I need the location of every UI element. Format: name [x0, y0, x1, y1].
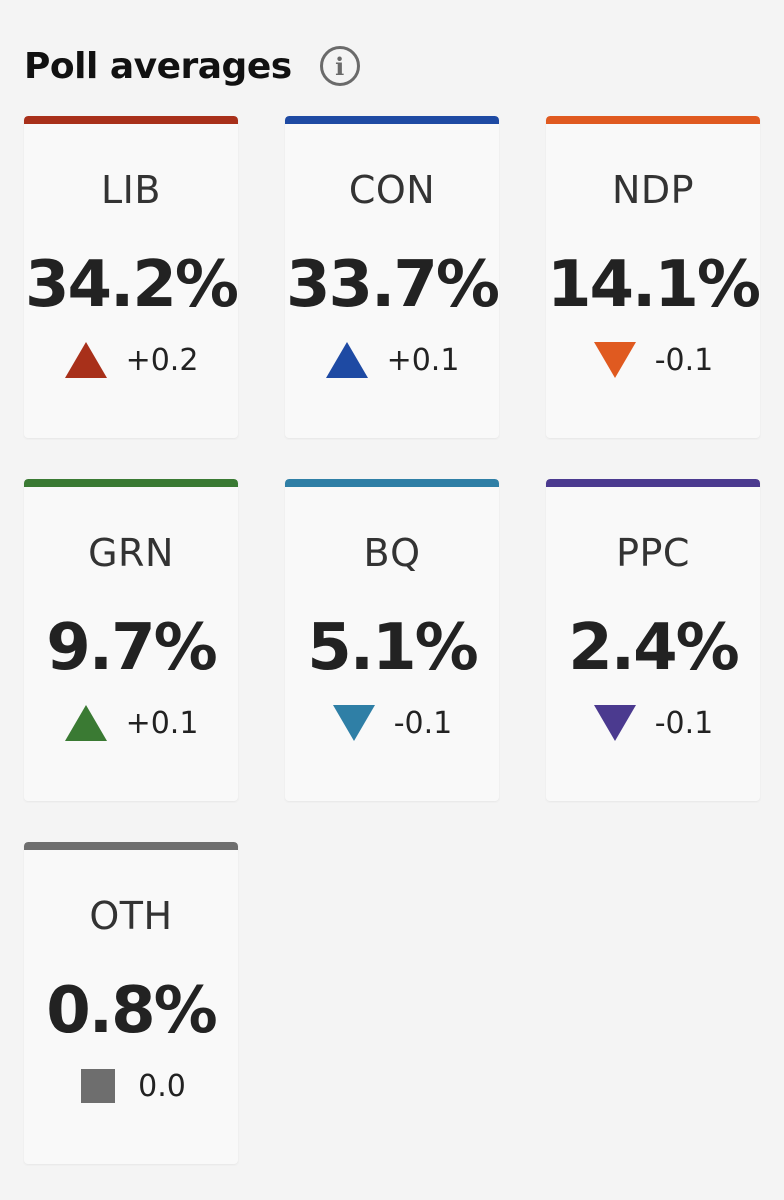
- party-card-lib: LIB 34.2% +0.2: [24, 116, 238, 438]
- party-color-bar: [24, 842, 238, 850]
- party-delta: +0.2: [125, 342, 199, 378]
- party-delta: -0.1: [393, 705, 453, 741]
- party-card-ppc: PPC 2.4% -0.1: [546, 479, 760, 801]
- party-card-grn: GRN 9.7% +0.1: [24, 479, 238, 801]
- party-percent: 0.8%: [46, 974, 218, 1048]
- triangle-down-icon: [593, 342, 636, 378]
- triangle-up-icon: [325, 342, 368, 378]
- party-percent: 33.7%: [285, 248, 499, 322]
- poll-card-grid: LIB 34.2% +0.2 CON 33.7% +0.1 NDP 14.1% …: [24, 116, 760, 1164]
- party-card-ndp: NDP 14.1% -0.1: [546, 116, 760, 438]
- party-color-bar: [546, 116, 760, 124]
- party-color-bar: [24, 116, 238, 124]
- party-card-bq: BQ 5.1% -0.1: [285, 479, 499, 801]
- party-percent: 2.4%: [568, 611, 740, 685]
- info-icon[interactable]: i: [319, 46, 360, 86]
- party-percent: 5.1%: [307, 611, 479, 685]
- party-card-oth: OTH 0.8% 0.0: [24, 842, 238, 1164]
- page-title: Poll averages: [24, 45, 292, 87]
- party-abbr: NDP: [611, 168, 695, 212]
- party-delta: 0.0: [138, 1068, 186, 1104]
- triangle-up-icon: [64, 342, 107, 378]
- party-percent: 34.2%: [24, 248, 238, 322]
- party-abbr: PPC: [616, 531, 690, 575]
- party-percent: 9.7%: [46, 611, 218, 685]
- party-change: +0.2: [24, 340, 238, 380]
- triangle-up-icon: [64, 705, 107, 741]
- party-change: 0.0: [24, 1066, 238, 1106]
- party-abbr: BQ: [363, 531, 421, 575]
- party-abbr: LIB: [101, 168, 161, 212]
- header: Poll averages i: [24, 40, 360, 92]
- party-color-bar: [24, 479, 238, 487]
- party-change: -0.1: [546, 703, 760, 743]
- party-abbr: CON: [348, 168, 436, 212]
- triangle-down-icon: [332, 705, 375, 741]
- party-color-bar: [285, 479, 499, 487]
- party-change: +0.1: [24, 703, 238, 743]
- party-delta: +0.1: [125, 705, 199, 741]
- party-color-bar: [285, 116, 499, 124]
- party-delta: +0.1: [386, 342, 460, 378]
- party-delta: -0.1: [654, 705, 714, 741]
- party-percent: 14.1%: [546, 248, 760, 322]
- party-color-bar: [546, 479, 760, 487]
- party-card-con: CON 33.7% +0.1: [285, 116, 499, 438]
- triangle-down-icon: [593, 705, 636, 741]
- party-change: +0.1: [285, 340, 499, 380]
- party-change: -0.1: [285, 703, 499, 743]
- square-icon: [81, 1069, 116, 1103]
- party-abbr: OTH: [89, 894, 173, 938]
- party-delta: -0.1: [654, 342, 714, 378]
- party-change: -0.1: [546, 340, 760, 380]
- party-abbr: GRN: [88, 531, 174, 575]
